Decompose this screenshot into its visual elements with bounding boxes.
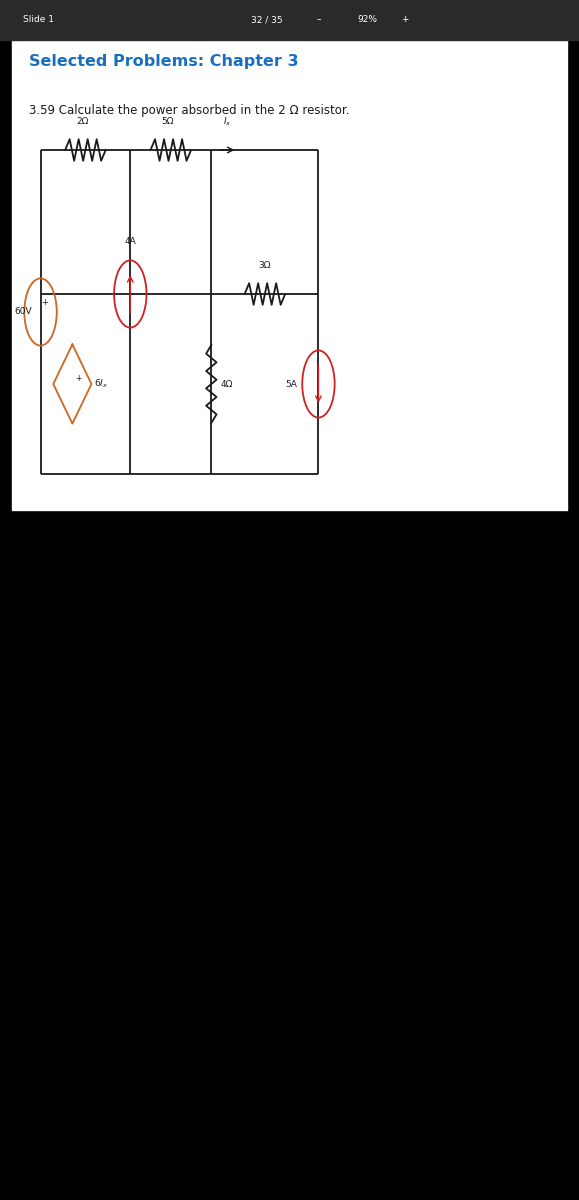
Text: 5Ω: 5Ω [162, 116, 174, 126]
Text: –: – [316, 16, 321, 24]
Bar [0, 0, 579, 40]
Text: $I_x$: $I_x$ [223, 116, 232, 128]
Text: 5A: 5A [285, 379, 298, 389]
Text: 4Ω: 4Ω [221, 379, 233, 389]
Text: 32 / 35: 32 / 35 [251, 16, 282, 24]
Text: $6I_x$: $6I_x$ [94, 378, 109, 390]
Text: 3Ω: 3Ω [259, 260, 271, 270]
Text: +: + [402, 16, 409, 24]
Bar [12, 40, 567, 510]
Text: 4A: 4A [124, 236, 136, 246]
Text: Selected Problems: Chapter 3: Selected Problems: Chapter 3 [29, 54, 299, 68]
Text: 2Ω: 2Ω [76, 116, 89, 126]
Text: +: + [75, 373, 82, 383]
Text: 92%: 92% [358, 16, 378, 24]
Text: Slide 1: Slide 1 [23, 16, 54, 24]
Text: 60V: 60V [14, 307, 32, 317]
Text: +: + [41, 298, 48, 307]
Text: 3.59 Calculate the power absorbed in the 2 Ω resistor.: 3.59 Calculate the power absorbed in the… [29, 104, 350, 118]
